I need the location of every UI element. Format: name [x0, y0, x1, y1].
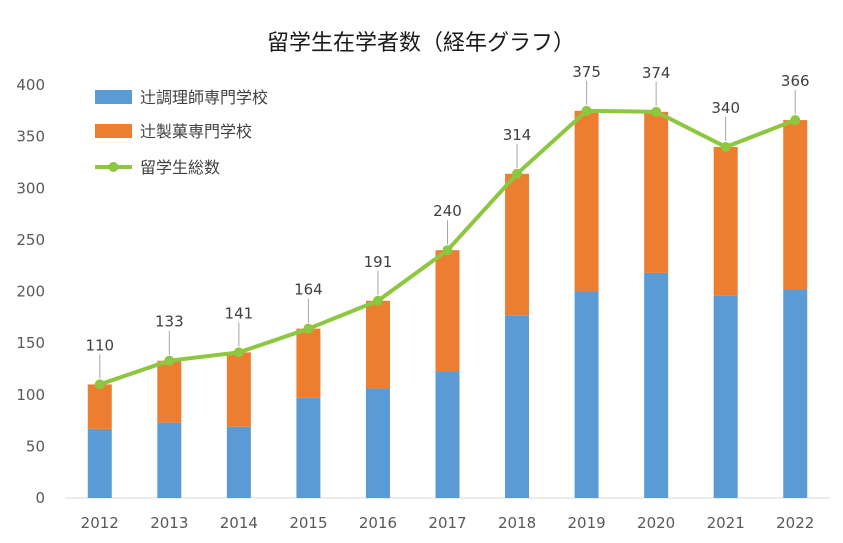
legend-label: 留学生総数 [140, 158, 220, 177]
total-data-label: 374 [642, 64, 671, 82]
x-tick-label: 2021 [707, 514, 745, 532]
x-axis: 2012 2013 2014 2015 2016 2017 2018 2019 2020 2021… [65, 497, 830, 532]
bar-confectionery-school [574, 110, 599, 292]
total-point [581, 105, 592, 116]
x-tick-label: 2017 [428, 514, 466, 532]
total-data-label: 164 [294, 281, 323, 299]
total-data-label: 375 [572, 63, 601, 81]
bar-confectionery-school [296, 328, 321, 398]
total-point [303, 323, 314, 334]
legend-label: 辻製菓専門学校 [140, 122, 252, 141]
bars [87, 110, 808, 498]
bar-cooking-school [574, 291, 599, 498]
total-point [442, 245, 453, 256]
bar-confectionery-school [644, 111, 669, 273]
bar-cooking-school [713, 295, 738, 498]
legend-swatch-marker [108, 162, 119, 172]
bar-cooking-school [157, 422, 182, 498]
legend-label: 辻調理師専門学校 [140, 88, 268, 107]
total-data-label: 340 [711, 99, 740, 117]
bar-cooking-school [644, 272, 669, 498]
chart-title: 留学生在学者数（経年グラフ） [267, 31, 575, 56]
x-tick-label: 2013 [150, 514, 188, 532]
bar-confectionery-school [365, 300, 390, 389]
bar-cooking-school [783, 289, 808, 498]
bar-confectionery-school [157, 360, 182, 423]
bar-cooking-school [87, 428, 112, 498]
y-tick-label: 50 [26, 437, 45, 455]
bar-cooking-school [296, 397, 321, 498]
y-tick-label: 0 [35, 489, 45, 507]
y-tick-label: 200 [16, 283, 45, 301]
x-tick-label: 2016 [359, 514, 397, 532]
total-point [372, 295, 383, 306]
bar-confectionery-school [435, 250, 460, 373]
x-tick-label: 2022 [776, 514, 814, 532]
data-labels: 110 133 141 164 191 240 314 375 374 340 366 [85, 63, 810, 379]
y-tick-label: 400 [16, 76, 45, 94]
bar-cooking-school [505, 315, 530, 498]
bar-cooking-school [365, 388, 390, 498]
total-line-layer [94, 105, 801, 390]
y-tick-label: 100 [16, 386, 45, 404]
y-tick-label: 150 [16, 334, 45, 352]
total-point [233, 347, 244, 358]
bar-cooking-school [435, 372, 460, 498]
x-tick-label: 2014 [220, 514, 258, 532]
x-tick-label: 2018 [498, 514, 536, 532]
bar-cooking-school [226, 426, 251, 498]
total-data-label: 314 [503, 126, 532, 144]
total-point [651, 106, 662, 117]
total-data-label: 366 [781, 72, 810, 90]
bar-confectionery-school [505, 173, 530, 316]
total-point [512, 168, 523, 179]
total-point [720, 141, 731, 152]
total-data-label: 191 [364, 253, 393, 271]
y-axis: 0 50 100 150 200 250 300 350 400 [16, 76, 45, 507]
total-data-label: 141 [225, 304, 254, 322]
total-point [94, 379, 105, 390]
total-point [164, 355, 175, 366]
x-tick-label: 2019 [567, 514, 605, 532]
bar-confectionery-school [713, 146, 738, 296]
x-tick-label: 2015 [289, 514, 327, 532]
bar-confectionery-school [226, 352, 251, 427]
legend-swatch-confectionery [95, 124, 132, 138]
y-tick-label: 350 [16, 128, 45, 146]
x-tick-label: 2012 [81, 514, 119, 532]
bar-confectionery-school [87, 384, 112, 429]
bar-confectionery-school [783, 120, 808, 290]
total-point [790, 115, 801, 126]
total-data-label: 133 [155, 313, 184, 331]
legend-swatch-cooking [95, 90, 132, 104]
y-tick-label: 300 [16, 179, 45, 197]
total-data-label: 240 [433, 202, 462, 220]
x-tick-label: 2020 [637, 514, 675, 532]
y-tick-label: 250 [16, 231, 45, 249]
total-data-label: 110 [85, 336, 114, 354]
